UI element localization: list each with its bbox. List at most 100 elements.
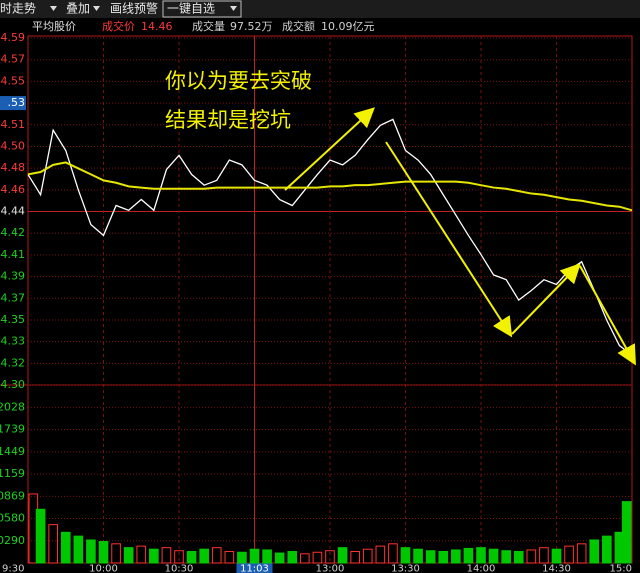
- tab-overlay[interactable]: 叠加: [66, 2, 90, 16]
- volume-bar: [199, 548, 209, 564]
- tab-favorite[interactable]: 一键自选: [167, 2, 215, 16]
- volume-bar: [589, 539, 600, 564]
- x-tick-label: 13:00: [316, 564, 345, 573]
- volume-bar: [312, 551, 323, 564]
- price-value: 14.46: [141, 20, 173, 33]
- x-tick-label: 10:30: [165, 564, 194, 573]
- volume-bar: [350, 550, 360, 564]
- volume-bar: [73, 535, 84, 564]
- plot: 4.30 4.32 4.33 4.35 4.37 4.39 4.41 4.42 4.44 4.46…: [0, 31, 633, 573]
- x-tick-label: 14:00: [467, 564, 496, 573]
- y-tick-label: 4.39: [1, 270, 26, 283]
- y-tick-label: 4.59: [1, 31, 26, 44]
- volume-bar: [425, 550, 436, 564]
- price-line: [27, 161, 633, 212]
- x-tick-label: 15:0: [610, 564, 632, 573]
- y-tick-label: 4.50: [1, 139, 26, 152]
- volume-bar: [438, 550, 449, 564]
- amount-value: 10.09亿元: [321, 20, 375, 33]
- volume-bar: [123, 547, 134, 564]
- y-tick-label: 4.44: [1, 205, 26, 218]
- y-tick-label: 01449: [0, 445, 25, 458]
- y-tick-label: 4.57: [1, 53, 26, 66]
- arrow: [385, 141, 513, 338]
- y-tick-label: 4.30: [1, 378, 26, 391]
- volume-bar: [211, 547, 222, 564]
- cursor-label-bg: [0, 96, 26, 111]
- volume-bar: [98, 541, 109, 564]
- amount-label: 成交额: [282, 19, 315, 33]
- volume-bar: [60, 531, 71, 564]
- volume-bar: [111, 543, 121, 564]
- y-tick-label: 4.42: [1, 226, 26, 239]
- volume-bar: [287, 550, 298, 564]
- x-tick-label: 13:30: [391, 564, 420, 573]
- volume-bar: [274, 552, 285, 564]
- volume-bar: [237, 551, 247, 564]
- y-tick-label: 4.46: [1, 183, 26, 196]
- volume-bar: [262, 549, 272, 564]
- button-frame: [162, 0, 242, 18]
- dropdown-icon: [50, 6, 57, 11]
- x-tick-label: 14:30: [542, 564, 571, 573]
- volume-bar: [463, 547, 474, 564]
- volume-bar: [551, 548, 562, 564]
- y-tick-label: 4.48: [1, 161, 26, 174]
- volume-bar: [35, 508, 46, 564]
- volume-bar: [224, 550, 235, 564]
- dropdown-icon: [230, 6, 237, 11]
- volume-bar: [400, 547, 411, 564]
- volume-bar: [48, 524, 58, 564]
- avg-label: 平均股价: [32, 20, 76, 33]
- volume-bar: [413, 548, 423, 564]
- y-tick-label: 4.37: [1, 291, 26, 304]
- y-tick-label: 4.33: [1, 335, 26, 348]
- annotation: 你以为要去突破: [165, 69, 312, 93]
- volume-bar: [501, 550, 511, 564]
- y-tick-label: 4.51: [1, 118, 26, 131]
- tab-draw[interactable]: 画线: [110, 2, 134, 16]
- y-tick-label: .53: [8, 96, 26, 109]
- volume-bar: [337, 547, 348, 564]
- volume-bar: [149, 548, 159, 564]
- toolbar: [0, 0, 640, 18]
- y-tick-label: 02028: [0, 400, 25, 413]
- arrow: [511, 263, 581, 335]
- volume-bar: [174, 550, 184, 564]
- volume-bar: [362, 548, 373, 564]
- y-tick-label: 4.35: [1, 313, 26, 326]
- volume-bar: [86, 539, 96, 564]
- annotation: 结果却是挖坑: [165, 108, 291, 132]
- volume-bar: [476, 547, 486, 564]
- tab-alert[interactable]: 预警: [134, 1, 158, 16]
- volume-bar: [300, 553, 310, 564]
- volume-bar: [539, 547, 549, 564]
- volume-bar: [621, 501, 632, 564]
- volume-bar: [488, 548, 499, 564]
- volume-value: 97.52万: [230, 20, 273, 33]
- dropdown-icon: [93, 6, 100, 11]
- y-tick-label: 01739: [0, 423, 25, 436]
- tab-trend[interactable]: 时走势: [0, 2, 36, 16]
- volume-bar: [186, 550, 197, 564]
- y-tick-label: 4.32: [1, 356, 26, 369]
- price-line: [27, 118, 633, 356]
- volume-bar: [388, 543, 398, 564]
- price-label: 成交价: [102, 19, 135, 33]
- y-tick-label: 00290: [0, 534, 25, 547]
- arrow: [579, 265, 636, 366]
- volume-bar: [161, 547, 172, 564]
- volume-label: 成交量: [192, 19, 225, 33]
- y-tick-label: 01159: [0, 467, 25, 480]
- x-tick-label: 10:00: [89, 564, 118, 573]
- volume-bar: [136, 545, 147, 564]
- volume-bar: [526, 549, 537, 564]
- volume-bar: [249, 548, 260, 564]
- volume-bar: [564, 545, 574, 564]
- y-tick-label: 4.41: [1, 248, 26, 261]
- volume-bar: [375, 545, 386, 564]
- volume-bar: [576, 543, 587, 564]
